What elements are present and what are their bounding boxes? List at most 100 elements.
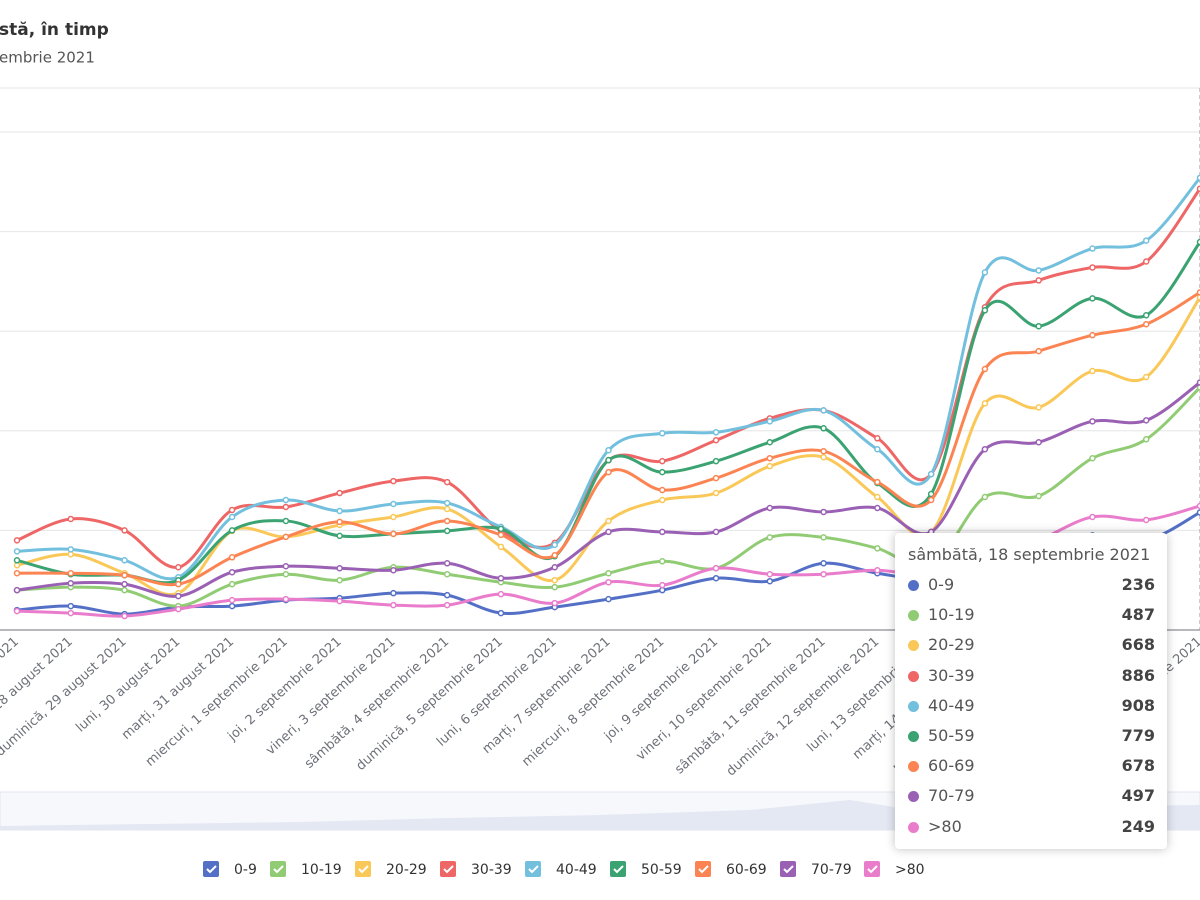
series-line bbox=[16, 176, 1200, 581]
data-point bbox=[228, 602, 236, 610]
data-point bbox=[1035, 277, 1042, 284]
data-point bbox=[874, 545, 881, 552]
data-point bbox=[282, 563, 290, 570]
data-point bbox=[551, 552, 558, 559]
data-point bbox=[1089, 367, 1096, 375]
data-point bbox=[13, 557, 21, 564]
data-point bbox=[228, 554, 236, 561]
legend-checkbox[interactable] bbox=[610, 861, 626, 877]
data-point bbox=[712, 574, 720, 582]
legend-checkbox[interactable] bbox=[440, 861, 456, 877]
legend-checkbox[interactable] bbox=[525, 861, 541, 877]
legend-label[interactable]: 50-59 bbox=[641, 862, 682, 878]
data-point bbox=[981, 493, 989, 501]
data-point bbox=[820, 453, 827, 461]
data-point bbox=[443, 527, 451, 535]
data-point bbox=[1035, 267, 1042, 274]
tooltip-marker bbox=[908, 640, 919, 652]
tooltip-value: 908 bbox=[1121, 695, 1155, 715]
tooltip-marker bbox=[908, 610, 919, 622]
data-point bbox=[282, 517, 290, 525]
legend-label[interactable]: 0-9 bbox=[234, 862, 257, 878]
data-point bbox=[766, 570, 774, 578]
data-point bbox=[1196, 509, 1200, 516]
data-point bbox=[981, 269, 989, 276]
data-point bbox=[820, 447, 827, 455]
legend-check bbox=[358, 865, 369, 874]
tooltip-name: 60-69 bbox=[928, 756, 975, 776]
legend-label[interactable]: 40-49 bbox=[556, 862, 597, 878]
data-point bbox=[1142, 258, 1150, 265]
legend-checkbox[interactable] bbox=[864, 861, 880, 877]
legend-checkbox[interactable] bbox=[355, 861, 371, 877]
data-point bbox=[1035, 347, 1042, 355]
tooltip-row: 50-59 779 bbox=[908, 724, 1155, 750]
legend-label[interactable]: >80 bbox=[895, 862, 925, 878]
data-point bbox=[820, 560, 827, 567]
data-point bbox=[874, 504, 881, 512]
data-point bbox=[228, 513, 236, 521]
data-point bbox=[659, 486, 666, 494]
tooltip-value: 668 bbox=[1121, 635, 1155, 655]
chart-title: stă, în timp bbox=[0, 20, 109, 40]
data-point bbox=[605, 456, 612, 464]
legend-label[interactable]: 20-29 bbox=[386, 862, 427, 878]
legend-check bbox=[443, 865, 454, 874]
data-point bbox=[1089, 295, 1096, 302]
data-point bbox=[175, 605, 182, 613]
data-point bbox=[336, 576, 343, 584]
data-point bbox=[1035, 404, 1042, 411]
data-point bbox=[336, 518, 343, 526]
data-point bbox=[927, 496, 935, 504]
legend-checkbox[interactable] bbox=[203, 861, 219, 877]
data-point bbox=[820, 425, 827, 432]
legend-label[interactable]: 30-39 bbox=[471, 862, 512, 878]
legend-checkbox[interactable] bbox=[695, 861, 711, 877]
data-point bbox=[659, 558, 666, 565]
legend-checkbox[interactable] bbox=[780, 861, 796, 877]
series-line bbox=[16, 386, 1200, 608]
data-point bbox=[282, 595, 290, 603]
data-point bbox=[390, 530, 397, 538]
data-point bbox=[443, 560, 451, 567]
data-point bbox=[228, 580, 236, 588]
data-point bbox=[1035, 492, 1042, 500]
data-point bbox=[605, 446, 612, 454]
legend-label[interactable]: 60-69 bbox=[726, 862, 767, 878]
data-point bbox=[981, 307, 989, 314]
legend-checkbox[interactable] bbox=[270, 861, 286, 877]
data-point bbox=[67, 515, 75, 523]
data-point bbox=[497, 531, 505, 539]
tooltip-marker bbox=[908, 580, 919, 591]
data-point bbox=[121, 580, 128, 588]
data-point bbox=[712, 489, 720, 497]
tooltip-value: 779 bbox=[1121, 726, 1155, 745]
data-point bbox=[443, 601, 451, 609]
legend-label[interactable]: 10-19 bbox=[301, 862, 342, 878]
legend-check bbox=[783, 865, 794, 874]
data-point bbox=[712, 437, 720, 444]
tooltip-marker bbox=[908, 731, 919, 742]
legend-label[interactable]: 70-79 bbox=[811, 862, 852, 878]
data-point bbox=[390, 589, 397, 597]
data-point bbox=[712, 457, 720, 465]
data-point bbox=[659, 581, 666, 589]
legend: 0-9 10-19 20-29 30-39 40-49 50-59 60-69 70-79 >8… bbox=[203, 861, 925, 878]
tooltip-marker bbox=[908, 670, 919, 682]
tooltip-value: 249 bbox=[1121, 816, 1155, 836]
data-point bbox=[13, 548, 21, 555]
data-point bbox=[336, 489, 343, 497]
tooltip-row: 40-49 908 bbox=[908, 694, 1155, 720]
data-point bbox=[712, 429, 720, 436]
x-tick-label: luni, 30 august 2021 bbox=[73, 634, 183, 735]
data-point bbox=[1196, 238, 1200, 246]
data-point bbox=[390, 477, 397, 485]
data-point bbox=[1035, 439, 1042, 446]
tooltip-value: 886 bbox=[1121, 665, 1155, 685]
data-point bbox=[766, 577, 774, 585]
tooltip-name: 20-29 bbox=[928, 635, 975, 655]
data-point bbox=[1196, 289, 1200, 296]
data-point bbox=[766, 504, 774, 512]
data-point bbox=[659, 496, 666, 504]
legend-check bbox=[867, 865, 878, 874]
